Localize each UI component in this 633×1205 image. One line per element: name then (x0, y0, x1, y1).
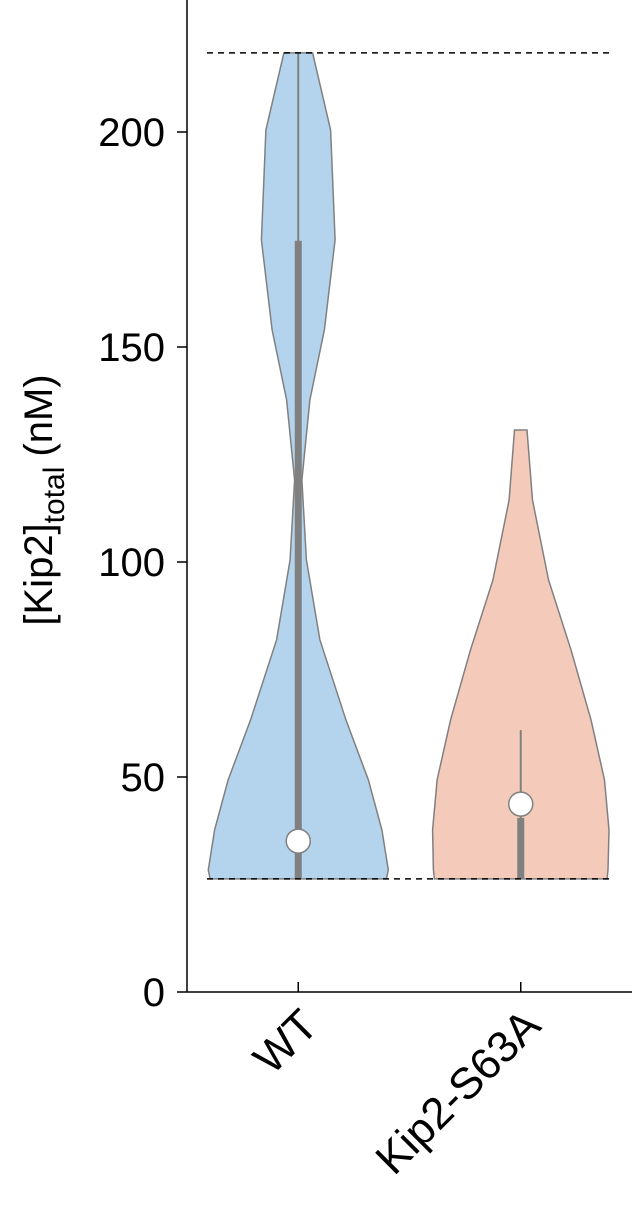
y-tick-label: 50 (121, 756, 166, 800)
y-axis-label: [Kip2]total (nM) (17, 374, 71, 625)
x-tick-label: Kip2-S63A (366, 1000, 550, 1184)
y-label-sub: total (38, 467, 71, 524)
median (285, 828, 311, 854)
median (508, 791, 534, 817)
y-tick-label: 150 (98, 326, 165, 370)
y-label-unit: (nM) (17, 374, 61, 456)
y-tick-label: 100 (98, 541, 165, 585)
violin-body (431, 429, 610, 880)
y-label-main: [Kip2] (17, 523, 61, 625)
x-tick-label: WT (244, 1000, 327, 1083)
y-tick-label: 200 (98, 111, 165, 155)
y-tick-label: 0 (143, 971, 165, 1015)
